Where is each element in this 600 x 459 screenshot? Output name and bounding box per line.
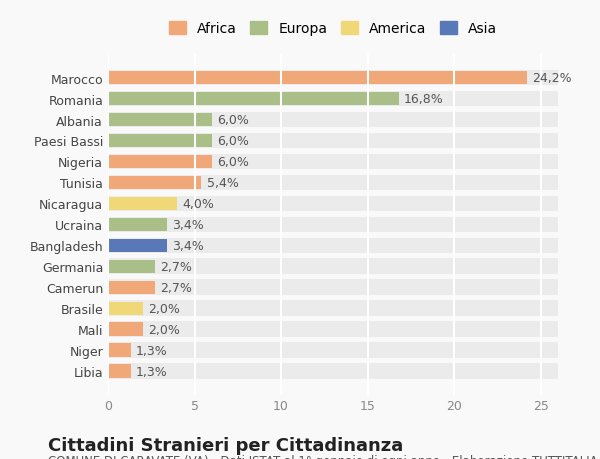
Bar: [108, 71, 558, 86]
Bar: [108, 260, 155, 274]
Text: 2,0%: 2,0%: [148, 323, 179, 336]
Bar: [108, 196, 558, 212]
Bar: [108, 322, 558, 337]
Bar: [108, 155, 212, 169]
Bar: [108, 344, 131, 357]
Text: 16,8%: 16,8%: [404, 93, 444, 106]
Text: COMUNE DI CARAVATE (VA) - Dati ISTAT al 1° gennaio di ogni anno - Elaborazione T: COMUNE DI CARAVATE (VA) - Dati ISTAT al …: [48, 454, 600, 459]
Bar: [108, 238, 558, 254]
Text: 6,0%: 6,0%: [217, 156, 249, 168]
Bar: [108, 343, 558, 358]
Bar: [108, 93, 399, 106]
Text: Cittadini Stranieri per Cittadinanza: Cittadini Stranieri per Cittadinanza: [48, 436, 403, 454]
Bar: [108, 134, 212, 148]
Bar: [108, 154, 558, 170]
Bar: [108, 323, 143, 336]
Bar: [108, 239, 167, 252]
Legend: Africa, Europa, America, Asia: Africa, Europa, America, Asia: [165, 18, 501, 40]
Bar: [108, 301, 558, 317]
Bar: [108, 281, 155, 295]
Bar: [108, 72, 527, 85]
Text: 3,4%: 3,4%: [172, 239, 204, 252]
Bar: [108, 302, 143, 315]
Text: 2,0%: 2,0%: [148, 302, 179, 315]
Bar: [108, 133, 558, 149]
Bar: [108, 197, 177, 211]
Bar: [108, 364, 558, 379]
Text: 5,4%: 5,4%: [206, 177, 239, 190]
Text: 3,4%: 3,4%: [172, 218, 204, 231]
Text: 4,0%: 4,0%: [182, 197, 214, 211]
Bar: [108, 113, 212, 127]
Text: 2,7%: 2,7%: [160, 260, 192, 273]
Bar: [108, 175, 558, 191]
Bar: [108, 112, 558, 128]
Bar: [108, 91, 558, 107]
Bar: [108, 217, 558, 233]
Bar: [108, 176, 202, 190]
Bar: [108, 259, 558, 274]
Text: 6,0%: 6,0%: [217, 134, 249, 148]
Text: 2,7%: 2,7%: [160, 281, 192, 294]
Bar: [108, 218, 167, 232]
Text: 1,3%: 1,3%: [136, 344, 167, 357]
Text: 24,2%: 24,2%: [532, 72, 572, 85]
Bar: [108, 364, 131, 378]
Bar: [108, 280, 558, 296]
Text: 1,3%: 1,3%: [136, 365, 167, 378]
Text: 6,0%: 6,0%: [217, 114, 249, 127]
